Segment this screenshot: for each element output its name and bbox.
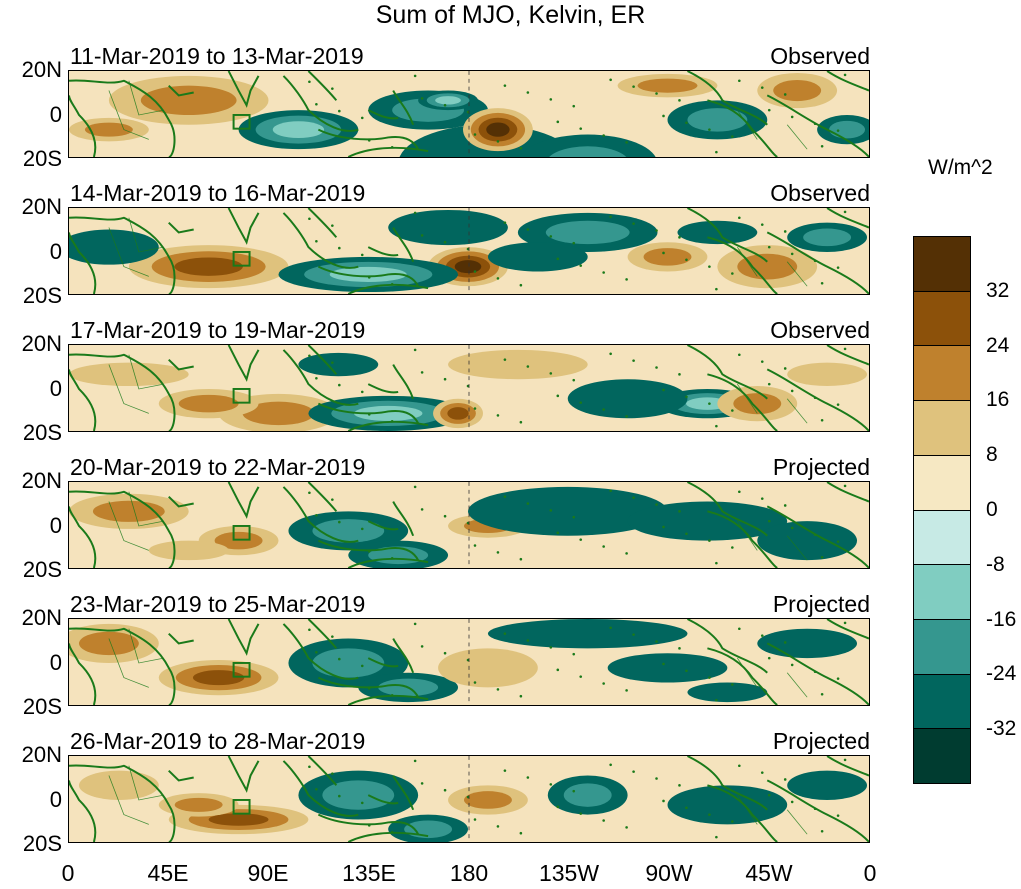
colorbar-swatch (914, 401, 970, 456)
colorbar-tick-label: -32 (986, 717, 1017, 741)
lat-label: 20N (21, 331, 62, 356)
colorbar-tick-label: 24 (986, 333, 1010, 357)
panel-date-range: 17-Mar-2019 to 19-Mar-2019 (70, 317, 366, 343)
colorbar-swatch (914, 237, 970, 292)
colorbar-tick-label: 0 (986, 498, 998, 521)
lon-label: 180 (449, 860, 489, 886)
colorbar-tick-label: 8 (986, 443, 998, 467)
colorbar-swatch (914, 291, 970, 347)
lat-label: 20S (22, 694, 62, 719)
lon-label: 135E (342, 860, 396, 886)
map-panel (68, 481, 870, 569)
lat-label: 0 (49, 787, 62, 812)
lat-label: 20N (21, 605, 62, 630)
lat-label: 20S (22, 283, 62, 308)
colorbar-swatch (914, 565, 970, 620)
lat-label: 20S (22, 146, 62, 171)
lat-label: 20S (22, 557, 62, 582)
panel-date-range: 26-Mar-2019 to 28-Mar-2019 (70, 728, 366, 754)
lon-label: 90E (247, 860, 289, 886)
colorbar-swatch (914, 674, 970, 730)
colorbar (913, 236, 971, 784)
panel-status: Projected (772, 728, 870, 754)
lon-label: 45E (147, 860, 189, 886)
lon-label: 45W (745, 860, 793, 886)
lon-label: 135W (538, 860, 600, 886)
lat-label: 0 (49, 376, 62, 401)
colorbar-units: W/m^2 (928, 156, 993, 179)
colorbar-swatch (914, 729, 970, 784)
colorbar-swatch (914, 346, 970, 402)
panel-status: Observed (770, 43, 870, 69)
panel-date-range: 20-Mar-2019 to 22-Mar-2019 (70, 454, 366, 480)
panel-date-range: 14-Mar-2019 to 16-Mar-2019 (70, 180, 366, 206)
lon-label: 0 (61, 860, 75, 886)
lat-label: 20S (22, 831, 62, 856)
lat-label: 0 (49, 650, 62, 675)
colorbar-swatch (914, 455, 970, 511)
map-panel (68, 207, 870, 295)
colorbar-tick-label: 32 (986, 278, 1010, 302)
lat-label: 20N (21, 742, 62, 767)
panel-date-range: 11-Mar-2019 to 13-Mar-2019 (70, 43, 364, 69)
colorbar-tick-label: -16 (986, 607, 1017, 631)
figure-title: Sum of MJO, Kelvin, ER (375, 1, 646, 29)
lon-label: 0 (863, 860, 877, 886)
panel-date-range: 23-Mar-2019 to 25-Mar-2019 (70, 591, 366, 617)
map-panel (68, 344, 870, 432)
lat-label: 0 (49, 102, 62, 127)
lat-label: 0 (49, 513, 62, 538)
map-panel (68, 70, 870, 158)
lat-label: 20N (21, 57, 62, 82)
panel-status: Observed (770, 317, 870, 343)
lat-label: 0 (49, 239, 62, 264)
colorbar-tick-label: -8 (986, 552, 1005, 576)
colorbar-swatch (914, 619, 970, 675)
panel-status: Projected (772, 591, 870, 617)
lat-label: 20N (21, 468, 62, 493)
map-panel (68, 755, 870, 843)
colorbar-tick-label: -24 (986, 662, 1017, 686)
panel-status: Projected (772, 454, 870, 480)
map-panel (68, 618, 870, 706)
colorbar-swatch (914, 510, 970, 566)
lon-label: 90W (645, 860, 693, 886)
lat-label: 20N (21, 194, 62, 219)
colorbar-tick-label: 16 (986, 388, 1010, 412)
panel-status: Observed (770, 180, 870, 206)
lat-label: 20S (22, 420, 62, 445)
